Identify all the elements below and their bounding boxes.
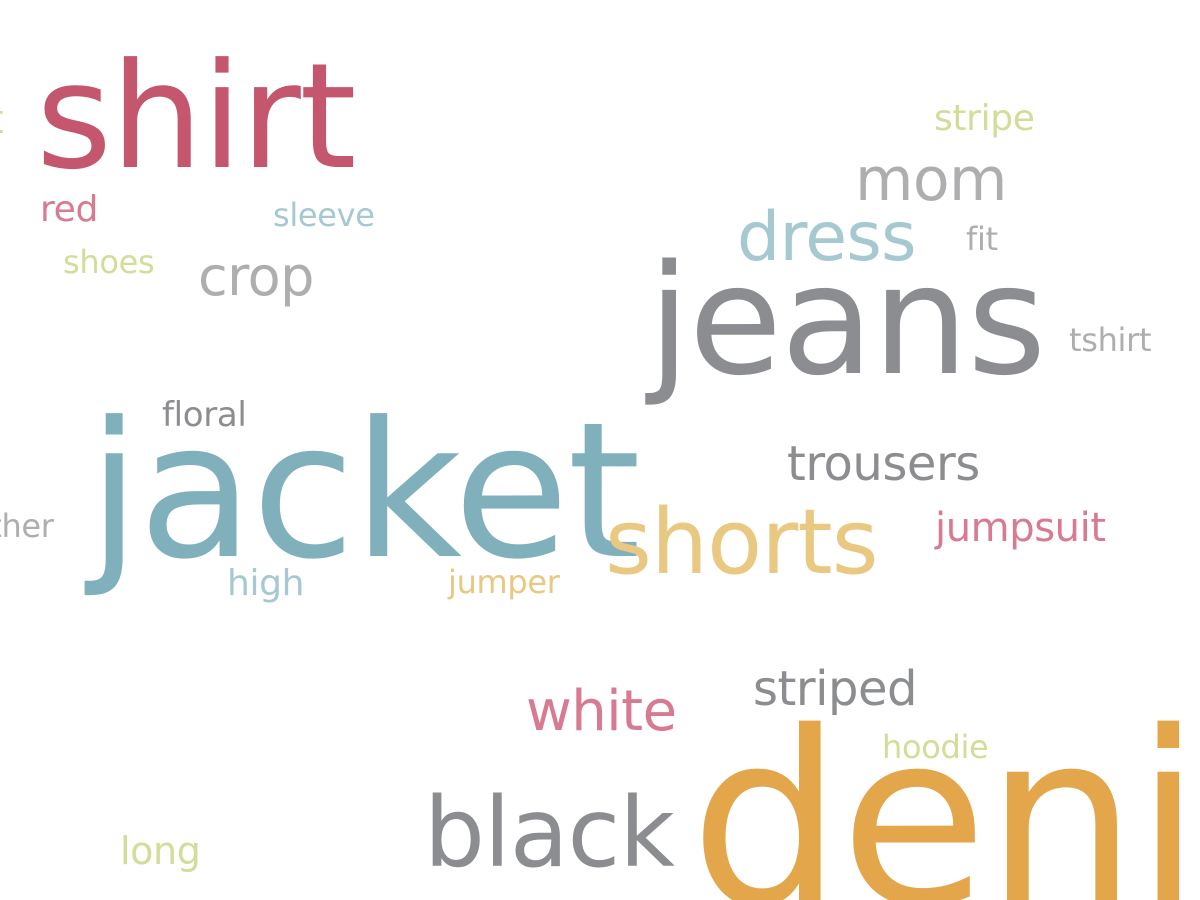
word-trousers: trousers — [787, 436, 980, 492]
word-sleeve: sleeve — [273, 196, 375, 234]
word-jumper: jumper — [448, 563, 560, 601]
word-high: high — [227, 563, 305, 604]
word-t: t — [0, 100, 4, 140]
word-stripe: stripe — [934, 98, 1035, 139]
word-leather: leather — [0, 507, 54, 545]
word-tshirt: tshirt — [1069, 321, 1152, 359]
word-crop: crop — [198, 245, 314, 308]
word-red: red — [40, 189, 98, 230]
word-striped: striped — [753, 661, 918, 717]
word-fit: fit — [966, 220, 998, 258]
word-hoodie: hoodie — [882, 728, 989, 766]
word-jeans: jeans — [648, 232, 1046, 409]
word-dress: dress — [737, 198, 917, 277]
word-floral: floral — [162, 395, 247, 435]
word-shirt: shirt — [36, 32, 357, 202]
word-denim: denim — [690, 680, 1200, 900]
word-jumpsuit: jumpsuit — [935, 505, 1106, 551]
word-jacket: jacket — [88, 382, 641, 601]
word-white: white — [526, 679, 677, 744]
word-long: long — [120, 829, 201, 873]
word-mom: mom — [855, 145, 1007, 215]
word-shoes: shoes — [63, 243, 155, 281]
word-black: black — [424, 777, 675, 889]
word-shorts: shorts — [605, 490, 879, 595]
